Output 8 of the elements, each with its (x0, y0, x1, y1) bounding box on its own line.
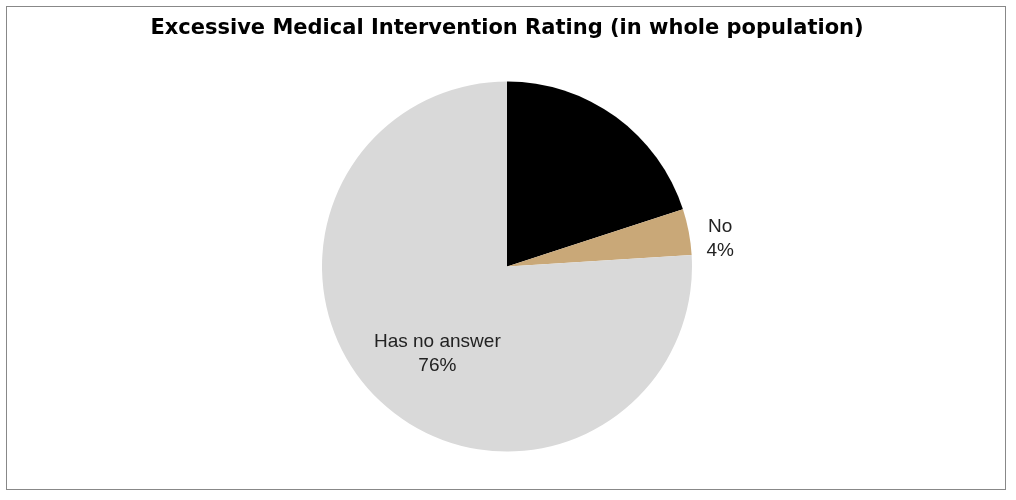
pie-slice (507, 81, 683, 267)
pie-slice (322, 81, 692, 452)
pie-slice (507, 209, 692, 267)
data-label: 4% (706, 238, 734, 260)
data-label: 76% (418, 353, 457, 375)
chart-title: Excessive Medical Intervention Rating (in whole population) (150, 15, 864, 39)
slice-label: No (708, 214, 733, 236)
slice-label: Has no answer (373, 329, 502, 351)
